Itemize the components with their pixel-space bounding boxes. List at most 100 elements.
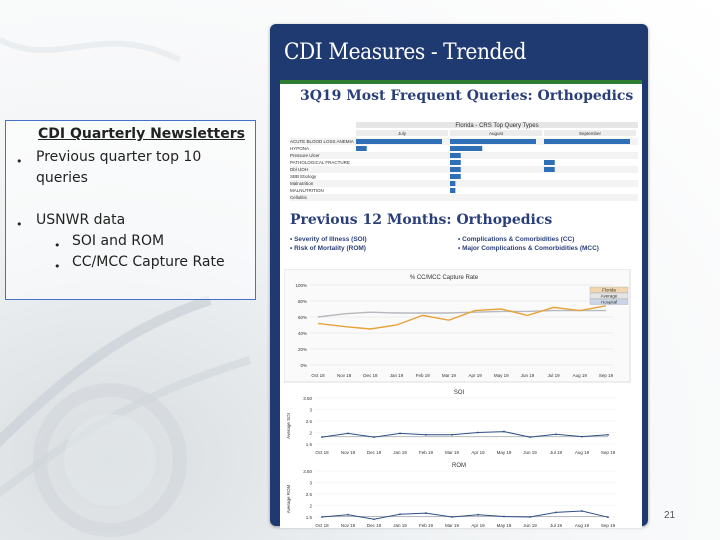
bar	[450, 174, 461, 179]
data-point	[477, 513, 479, 516]
x-tick-label: Jun 19	[521, 373, 535, 378]
bar	[544, 167, 555, 172]
bar	[450, 146, 483, 151]
x-tick-label: Apr 19	[471, 450, 485, 455]
x-tick-label: Sep 19	[601, 523, 616, 528]
x-tick-label: 4	[586, 203, 589, 204]
category-label: SBB Etiology	[290, 174, 317, 179]
bullet-usnwr: USNWR data	[36, 212, 126, 228]
soi-chart: SOI Average SOI 3.50 3 2.5 2 1.5 Oct 18 Nov 1…	[286, 390, 616, 455]
x-tick-label: Nov 18	[341, 523, 356, 528]
x-tick-label: 6	[607, 203, 610, 204]
data-point	[607, 516, 609, 519]
data-point	[451, 433, 453, 436]
data-point	[529, 516, 531, 518]
x-tick-label: Mar 19	[445, 523, 460, 528]
x-tick-label: Jul 19	[550, 523, 563, 528]
bullet-previous-quarter: Previous quarter top 10 queries	[36, 149, 202, 186]
x-tick-label: Oct 18	[315, 523, 329, 528]
x-tick-label: Jul 19	[550, 450, 563, 455]
legend-rom: • Risk of Mortality (ROM)	[290, 245, 366, 252]
newsletter-textbox: CDI Quarterly Newsletters • Previous qua…	[5, 120, 256, 300]
data-point	[477, 431, 479, 434]
data-point	[503, 515, 505, 518]
x-tick-label: 4	[398, 203, 401, 204]
category-label: MALNUTRITION	[290, 188, 324, 193]
x-tick-label: 8	[535, 203, 538, 204]
section-title-12months: Previous 12 Months: Orthopedics	[290, 212, 553, 228]
y-tick-label: 80%	[298, 299, 307, 304]
panel-header	[450, 130, 542, 136]
legend-swatch	[589, 286, 629, 293]
series-line	[317, 305, 607, 330]
chart-title: % CC/MCC Capture Rate	[410, 275, 479, 281]
x-tick-label: 0	[543, 203, 546, 204]
category-label: HYPONA	[290, 146, 309, 151]
x-tick-label: Feb 19	[419, 450, 434, 455]
x-tick-label: Mar 19	[442, 373, 457, 378]
data-point	[555, 433, 557, 436]
bullet-icon: •	[16, 218, 23, 231]
data-point	[399, 513, 401, 516]
x-tick-label: Dec 18	[367, 523, 382, 528]
y-tick-label: 3	[309, 408, 312, 413]
x-tick-label: Feb 19	[419, 523, 434, 528]
data-point	[373, 436, 375, 438]
data-point	[503, 430, 505, 433]
category-label: Malnutrition	[290, 181, 314, 186]
x-tick-label: May 19	[494, 373, 509, 378]
x-tick-label: 0	[449, 203, 452, 204]
y-axis-label: Average SOI	[286, 413, 291, 439]
x-tick-label: Sep 19	[599, 373, 614, 378]
bullet-icon: •	[16, 155, 23, 168]
subbullet-cc-mcc: CC/MCC Capture Rate	[72, 254, 225, 270]
y-tick-label: 40%	[298, 331, 307, 336]
x-tick-label: Nov 18	[337, 373, 352, 378]
x-tick-label: Jan 19	[393, 523, 407, 528]
panel-label: September	[579, 131, 602, 136]
data-point	[347, 513, 349, 516]
bullet-icon: •	[54, 239, 61, 252]
x-tick-label: Mar 19	[445, 450, 460, 455]
y-tick-label: 60%	[298, 315, 307, 320]
category-label: Dbl UOH	[290, 167, 308, 172]
bar	[356, 139, 442, 144]
panel-label: July	[398, 131, 407, 136]
x-tick-label: 6	[419, 203, 422, 204]
data-point	[347, 432, 349, 435]
data-point	[425, 512, 427, 514]
legend-label: Average	[601, 294, 618, 299]
table-row	[290, 187, 638, 194]
data-point	[581, 435, 583, 438]
x-tick-label: Oct 18	[311, 373, 325, 378]
x-tick-label: Sep 19	[601, 450, 616, 455]
data-point	[399, 432, 401, 435]
section-title-queries: 3Q19 Most Frequent Queries: Orthopedics	[300, 88, 634, 104]
x-tick-label: Jul 19	[548, 373, 561, 378]
table-row	[290, 152, 638, 159]
legend-mcc: • Major Complications & Comorbidities (M…	[458, 245, 599, 252]
category-label: Pressure Ulcer	[290, 153, 320, 158]
legend-label: Hospital	[601, 300, 617, 305]
x-tick-label: May 19	[497, 450, 512, 455]
data-point	[607, 433, 609, 436]
panel-label: August	[489, 131, 504, 136]
data-point	[555, 511, 557, 514]
top-queries-chart: Florida - CRS Top Query Types July August…	[290, 122, 638, 204]
data-point	[321, 436, 323, 438]
cdi-measures-card: CDI Measures - Trended 3Q19 Most Frequen…	[270, 24, 648, 528]
table-row	[290, 194, 638, 201]
y-tick-label: 3	[309, 481, 312, 486]
x-tick-label: Aug 19	[575, 523, 590, 528]
panel-header	[544, 130, 636, 136]
y-tick-label: 100%	[295, 283, 307, 288]
x-tick-label: 2	[564, 203, 567, 204]
bar	[450, 139, 536, 144]
subbullet-soi-rom: SOI and ROM	[72, 233, 165, 249]
chart-title: ROM	[452, 463, 466, 469]
y-tick-label: 2.5	[306, 492, 313, 497]
x-tick-label: Jun 19	[523, 523, 537, 528]
chart-title: SOI	[454, 390, 465, 396]
x-tick-label: Jan 19	[390, 373, 404, 378]
